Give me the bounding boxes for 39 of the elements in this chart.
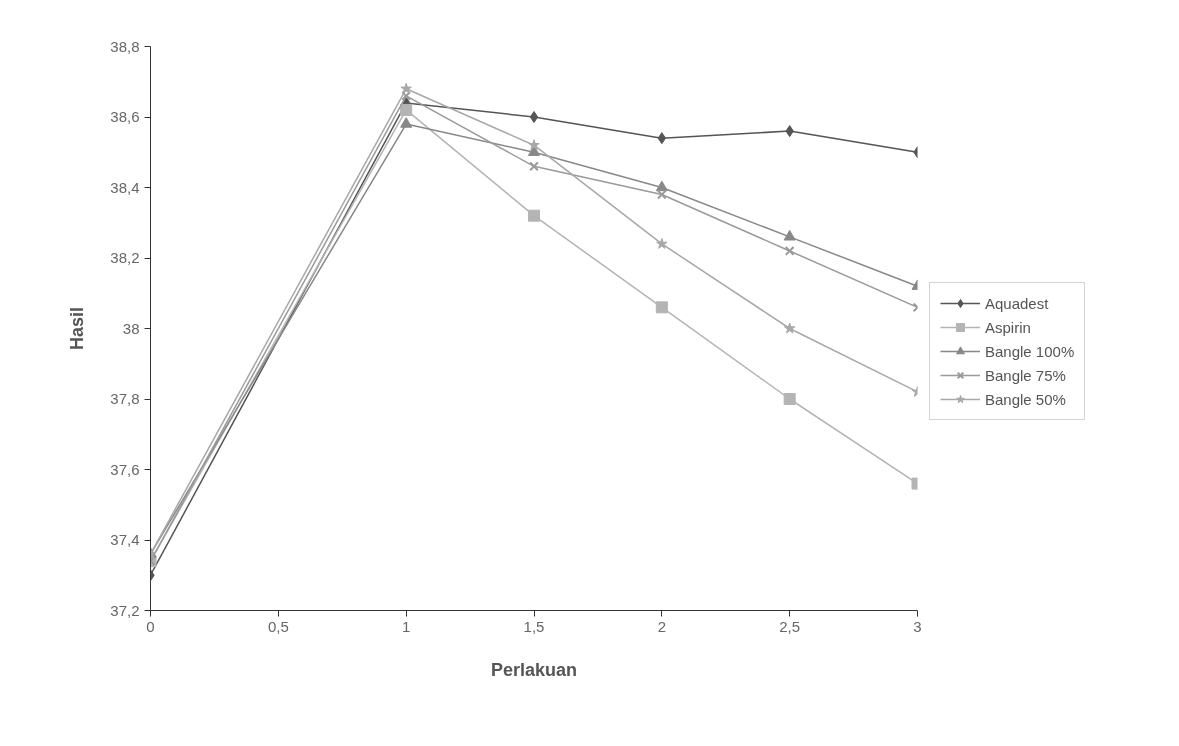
- x-tick-label: 3: [913, 617, 922, 635]
- y-tick-label: 38,6: [110, 108, 140, 125]
- x-tick-label: 0: [146, 617, 155, 635]
- point: [400, 103, 413, 116]
- y-tick-label: 37,8: [110, 390, 140, 407]
- point: [656, 189, 667, 200]
- point: [528, 209, 540, 222]
- legend-label: Aspirin: [985, 318, 1031, 336]
- y-tick-label: 38,8: [110, 37, 140, 55]
- x-tick-label: 0,5: [267, 617, 289, 635]
- y-tick-label: 37,2: [110, 601, 140, 619]
- x-tick-label: 2,5: [779, 617, 801, 635]
- point: [400, 82, 412, 94]
- point: [529, 111, 539, 123]
- legend-label: Bangle 75%: [985, 366, 1066, 384]
- y-tick-label: 37,4: [110, 531, 140, 548]
- point: [655, 301, 668, 314]
- x-axis-title: Perlakuan: [490, 659, 578, 680]
- point: [528, 139, 540, 151]
- point: [656, 237, 668, 249]
- point: [783, 322, 796, 334]
- point: [783, 393, 796, 405]
- point: [655, 180, 668, 192]
- point: [784, 246, 795, 256]
- point: [783, 230, 796, 241]
- y-tick-label: 38,2: [110, 249, 140, 266]
- point: [400, 117, 413, 128]
- y-tick-label: 38: [122, 319, 140, 337]
- y-tick-label: 38,4: [110, 178, 140, 196]
- x-tick-label: 2: [657, 617, 667, 635]
- legend-label: Bangle 50%: [985, 390, 1066, 408]
- y-tick-label: 37,6: [110, 460, 140, 478]
- x-tick-label: 1,5: [523, 617, 545, 635]
- legend-label: Bangle 100%: [985, 342, 1075, 360]
- point: [401, 90, 412, 101]
- point: [529, 161, 539, 172]
- x-tick-label: 1: [402, 617, 411, 635]
- legend-label: Aquadest: [985, 294, 1049, 312]
- y-axis-title: Hasil: [67, 306, 88, 351]
